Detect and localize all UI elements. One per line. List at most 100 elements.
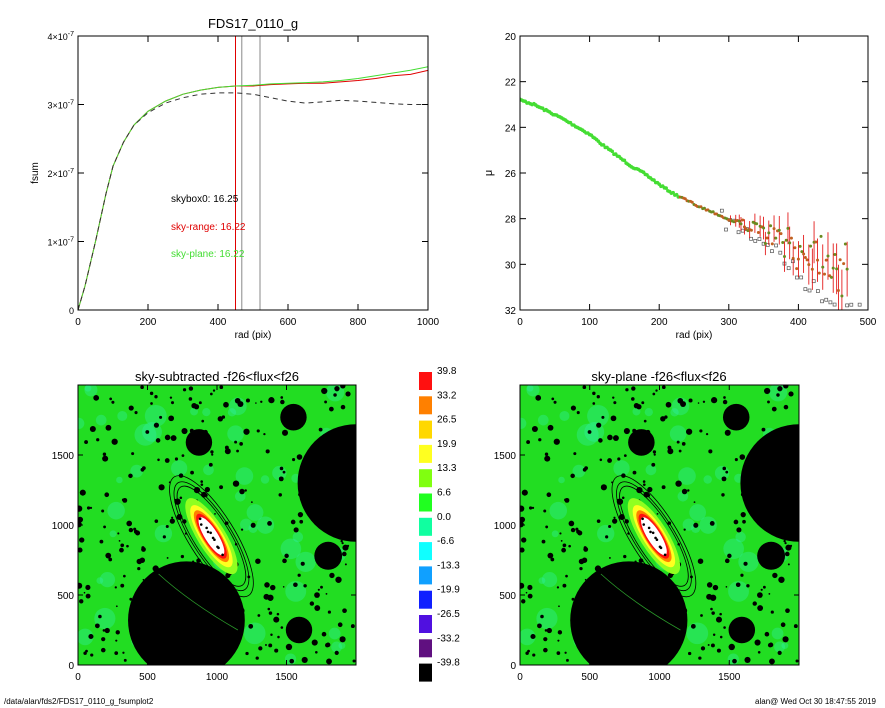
footer-timestamp: alan@ Wed Oct 30 18:47:55 2019: [755, 697, 876, 706]
masked-source: [117, 532, 120, 535]
colorbar-swatch: [419, 542, 432, 561]
background-patch: [96, 577, 104, 585]
masked-source: [126, 544, 129, 548]
masked-source: [777, 386, 783, 392]
masked-source: [282, 470, 286, 474]
masked-source: [284, 553, 289, 559]
background-patch: [117, 410, 128, 421]
masked-source: [600, 484, 607, 491]
masked-source: [592, 391, 596, 396]
masked-source: [314, 605, 321, 611]
background-patch: [94, 607, 116, 630]
masked-source: [109, 397, 113, 401]
masked-source: [705, 432, 709, 436]
masked-source: [155, 438, 161, 443]
galaxy-masked-knot: [647, 526, 651, 530]
galaxy-masked-knot: [199, 523, 203, 526]
background-patch: [295, 551, 316, 572]
masked-source: [255, 656, 259, 660]
masked-source: [224, 448, 231, 455]
masked-source: [243, 428, 250, 435]
masked-source: [180, 554, 185, 559]
mu-point: [810, 267, 814, 271]
masked-source: [293, 527, 299, 533]
masked-source: [708, 449, 713, 454]
mu-point: [793, 246, 797, 250]
masked-source: [340, 385, 346, 389]
masked-source: [660, 416, 666, 422]
masked-source: [643, 419, 647, 423]
masked-source: [707, 643, 710, 646]
masked-source: [255, 558, 261, 564]
masked-source: [551, 397, 555, 401]
masked-source: [154, 519, 159, 523]
sky-range-point: [786, 266, 791, 271]
fsum-series-green: [78, 66, 428, 310]
background-patch: [537, 414, 549, 426]
masked-source: [96, 438, 100, 442]
masked-star: [285, 616, 313, 644]
masked-source: [190, 470, 194, 475]
mu-point: [742, 225, 746, 229]
colorbar-label: -13.3: [437, 560, 460, 571]
masked-source: [651, 462, 656, 467]
background-patch: [78, 417, 85, 430]
masked-source: [596, 422, 602, 428]
masked-source: [562, 543, 567, 548]
masked-source: [78, 505, 83, 512]
masked-source: [653, 453, 656, 456]
aperture-ellipse: [616, 481, 692, 592]
masked-source: [265, 449, 270, 454]
masked-source: [84, 440, 88, 444]
masked-source: [325, 642, 330, 648]
masked-source: [102, 629, 106, 632]
masked-source: [278, 476, 284, 482]
masked-source: [239, 488, 245, 495]
masked-source: [719, 612, 722, 616]
masked-source: [83, 591, 86, 594]
masked-source: [537, 396, 541, 400]
masked-source: [557, 630, 563, 635]
masked-source: [282, 586, 285, 588]
masked-source: [277, 635, 280, 639]
masked-source: [587, 430, 592, 434]
masked-source: [301, 656, 308, 663]
galaxy-masked-knot: [217, 546, 220, 550]
masked-source: [783, 539, 786, 543]
masked-source: [123, 658, 127, 662]
image-xtick-label: 0: [517, 672, 523, 683]
masked-source: [234, 440, 238, 444]
masked-source: [697, 402, 700, 404]
masked-star: [628, 429, 655, 456]
masked-star: [185, 429, 213, 456]
aperture-ellipse: [176, 485, 247, 587]
masked-source: [267, 521, 272, 526]
mu-point: [824, 258, 828, 262]
masked-source: [279, 466, 284, 471]
image-ytick-label: 500: [499, 591, 516, 602]
masked-source: [170, 435, 177, 442]
masked-source: [716, 648, 721, 653]
masked-source: [263, 593, 270, 600]
masked-source: [736, 527, 742, 533]
fsum-panel: FDS17_0110_g 0 200 400 600 800 1000 0 1×10-7 2×1…: [30, 16, 440, 341]
masked-source: [583, 546, 587, 550]
masked-source: [335, 576, 342, 583]
masked-source: [201, 419, 205, 423]
background-patch: [328, 627, 341, 640]
masked-source: [79, 599, 84, 604]
masked-source: [273, 616, 280, 623]
masked-source: [770, 610, 774, 614]
masked-source: [90, 653, 94, 657]
masked-source: [79, 537, 85, 543]
masked-source: [545, 525, 549, 529]
masked-source: [285, 643, 293, 651]
masked-source: [709, 521, 715, 526]
masked-source: [655, 389, 658, 392]
masked-source: [159, 415, 163, 419]
mu-point: [803, 256, 807, 260]
masked-source: [120, 543, 125, 548]
masked-source: [126, 520, 133, 527]
faint-arc: [600, 573, 681, 631]
